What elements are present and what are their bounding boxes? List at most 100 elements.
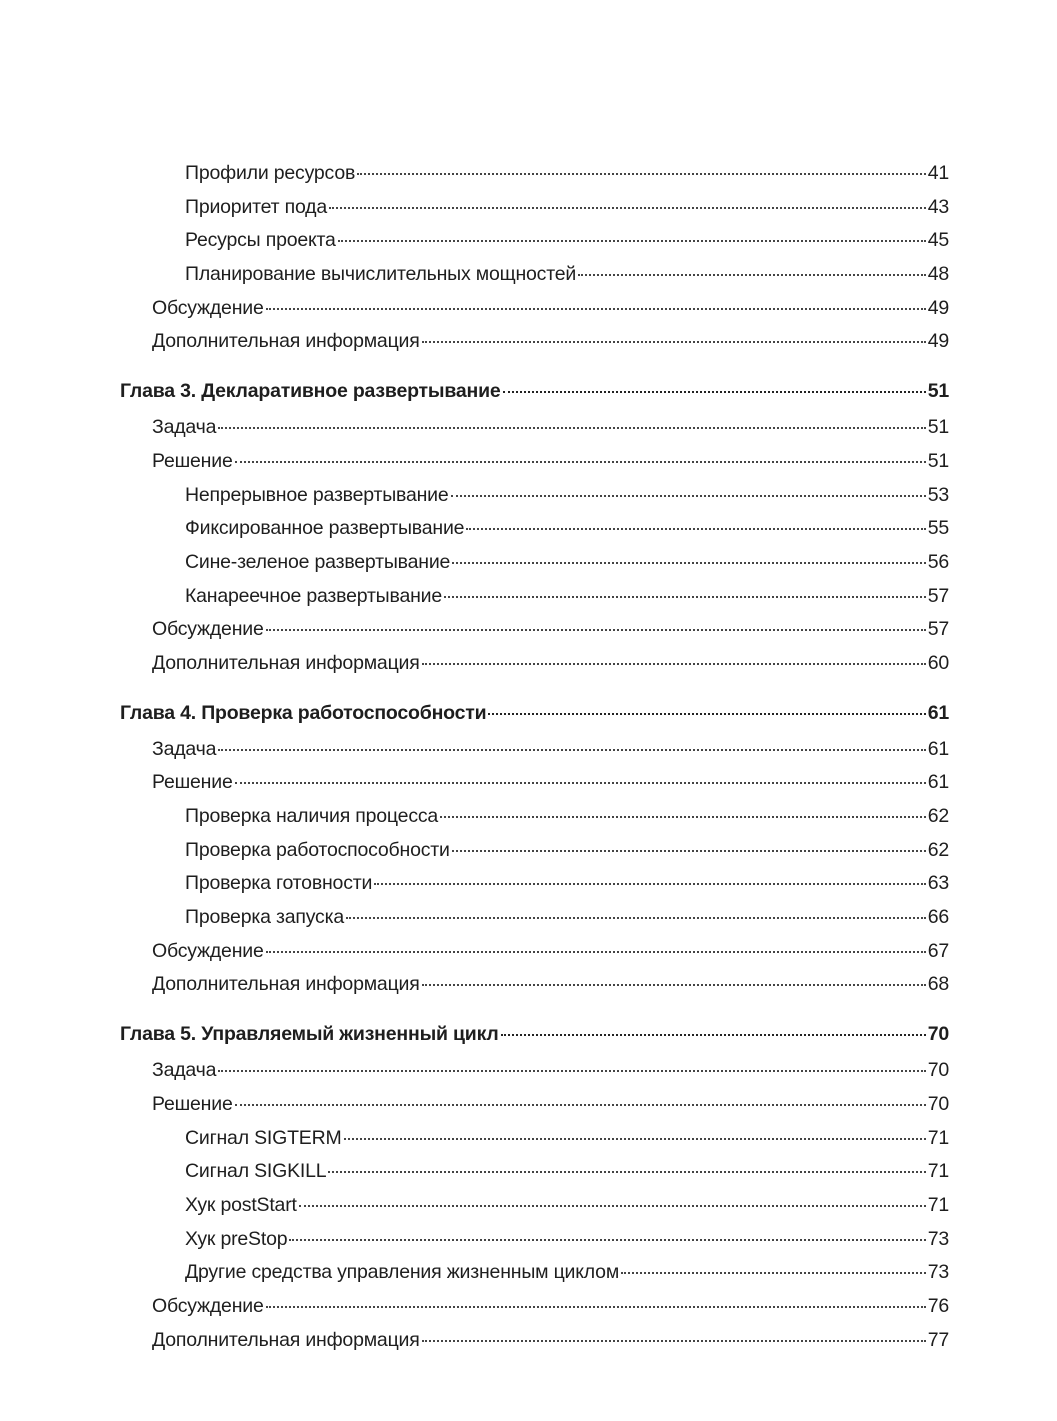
toc-entry-title: Глава 5. Управляемый жизненный цикл: [120, 1023, 499, 1046]
dot-leader: [488, 712, 926, 715]
toc-subsection-entry: Проверка наличия процесса 62: [120, 805, 949, 839]
toc-entry-page: 71: [927, 1126, 949, 1149]
toc-section-entry: Дополнительная информация 49: [120, 330, 949, 364]
toc-subsection-entry: Планирование вычислительных мощностей 48: [120, 263, 949, 297]
dot-leader: [421, 662, 926, 665]
toc-entry-page: 51: [927, 416, 949, 439]
dot-leader: [343, 1137, 926, 1140]
toc-subsection-entry: Ресурсы проекта 45: [120, 229, 949, 263]
dot-leader: [421, 341, 926, 344]
toc-chapter-entry: Глава 3. Декларативное развертывание 51: [120, 380, 949, 416]
toc-entry-title: Сине-зеленое развертывание: [185, 550, 451, 573]
toc-entry-page: 73: [927, 1227, 949, 1250]
toc-entry-page: 66: [927, 906, 949, 929]
toc-entry-page: 51: [927, 449, 949, 472]
dot-leader: [298, 1204, 926, 1207]
dot-leader: [357, 173, 926, 175]
toc-subsection-entry: Канареечное развертывание 57: [120, 585, 949, 619]
toc-entry-title: Обсуждение: [152, 618, 264, 641]
toc-entry-page: 48: [927, 263, 949, 286]
toc-section-entry: Решение 70: [120, 1093, 949, 1127]
toc-section-entry: Обсуждение 57: [120, 618, 949, 652]
dot-leader: [234, 782, 926, 785]
toc-section-entry: Задача 51: [120, 416, 949, 450]
toc-entry-page: 45: [927, 229, 949, 252]
dot-leader: [265, 950, 926, 953]
dot-leader: [421, 1339, 926, 1342]
dot-leader: [234, 460, 926, 463]
dot-leader: [337, 240, 926, 243]
toc-entry-page: 73: [927, 1261, 949, 1284]
dot-leader: [234, 1103, 926, 1106]
toc-entry-title: Решение: [152, 771, 233, 794]
toc-entry-title: Сигнал SIGKILL: [185, 1160, 327, 1183]
toc-entry-page: 61: [927, 737, 949, 760]
toc-chapter-entry: Глава 5. Управляемый жизненный цикл 70: [120, 1023, 949, 1059]
dot-leader: [502, 391, 926, 394]
toc-section-entry: Задача 70: [120, 1059, 949, 1093]
toc-subsection-entry: Проверка работоспособности 62: [120, 839, 949, 873]
toc-section-entry: Обсуждение 76: [120, 1295, 949, 1329]
toc-entry-title: Сигнал SIGTERM: [185, 1126, 342, 1149]
toc-entry-page: 68: [927, 973, 949, 996]
dot-leader: [440, 816, 926, 818]
toc-entry-page: 62: [927, 805, 949, 827]
toc-entry-title: Хук postStart: [185, 1193, 297, 1216]
toc-entry-page: 71: [927, 1193, 949, 1216]
toc-entry-title: Ресурсы проекта: [185, 229, 336, 252]
toc-section-entry: Обсуждение 67: [120, 940, 949, 974]
dot-leader: [265, 307, 926, 310]
toc-entry-page: 51: [927, 380, 949, 403]
toc-entry-title: Хук preStop: [185, 1227, 288, 1250]
toc-entry-page: 70: [927, 1059, 949, 1082]
toc-subsection-entry: Сигнал SIGKILL 71: [120, 1160, 949, 1194]
toc-section-entry: Решение 61: [120, 771, 949, 805]
toc-entry-title: Дополнительная информация: [152, 1328, 420, 1351]
toc-section-entry: Дополнительная информация 60: [120, 652, 949, 686]
toc-entry-title: Обсуждение: [152, 939, 264, 962]
toc-entry-page: 67: [927, 939, 949, 962]
toc-entry-title: Задача: [152, 737, 217, 760]
toc-section-entry: Задача 61: [120, 738, 949, 772]
toc-subsection-entry: Сине-зеленое развертывание 56: [120, 551, 949, 585]
dot-leader: [346, 917, 926, 920]
dot-leader: [500, 1034, 926, 1037]
toc-subsection-entry: Проверка готовности 63: [120, 872, 949, 906]
toc-entry-title: Планирование вычислительных мощностей: [185, 263, 577, 286]
toc-entry-page: 70: [927, 1092, 949, 1115]
dot-leader: [621, 1272, 926, 1275]
toc-entry-page: 60: [927, 651, 949, 674]
toc-entry-page: 53: [927, 483, 949, 506]
toc-entry-page: 61: [927, 701, 949, 724]
toc-entry-title: Другие средства управления жизненным цик…: [185, 1261, 620, 1284]
dot-leader: [265, 629, 926, 632]
toc-entry-title: Дополнительная информация: [152, 973, 420, 996]
toc-entry-page: 57: [927, 618, 949, 641]
dot-leader: [289, 1238, 926, 1241]
toc-entry-title: Решение: [152, 1092, 233, 1115]
toc-section-entry: Решение 51: [120, 450, 949, 484]
dot-leader: [450, 494, 926, 497]
toc-entry-title: Фиксированное развертывание: [185, 517, 465, 540]
toc-entry-title: Проверка готовности: [185, 872, 373, 895]
toc-entry-page: 49: [927, 330, 949, 353]
toc-entry-page: 61: [927, 771, 949, 794]
toc-entry-title: Непрерывное развертывание: [185, 483, 449, 506]
toc-entry-page: 70: [927, 1023, 949, 1046]
toc-entry-title: Канареечное развертывание: [185, 584, 442, 607]
toc-entry-title: Проверка наличия процесса: [185, 805, 439, 827]
toc-entry-title: Дополнительная информация: [152, 651, 420, 674]
toc-entry-page: 49: [927, 296, 949, 319]
dot-leader: [218, 1070, 926, 1073]
toc-entry-title: Проверка запуска: [185, 906, 344, 929]
toc-entry-title: Профили ресурсов: [185, 162, 356, 184]
toc-subsection-entry: Другие средства управления жизненным цик…: [120, 1261, 949, 1295]
dot-leader: [578, 274, 926, 277]
toc-entry-page: 63: [927, 872, 949, 895]
toc-subsection-entry: Проверка запуска 66: [120, 906, 949, 940]
toc-section-entry: Дополнительная информация 68: [120, 973, 949, 1007]
dot-leader: [218, 748, 926, 751]
toc-entry-title: Обсуждение: [152, 1294, 264, 1317]
toc-subsection-entry: Профили ресурсов 41: [120, 162, 949, 196]
toc-subsection-entry: Сигнал SIGTERM 71: [120, 1127, 949, 1161]
